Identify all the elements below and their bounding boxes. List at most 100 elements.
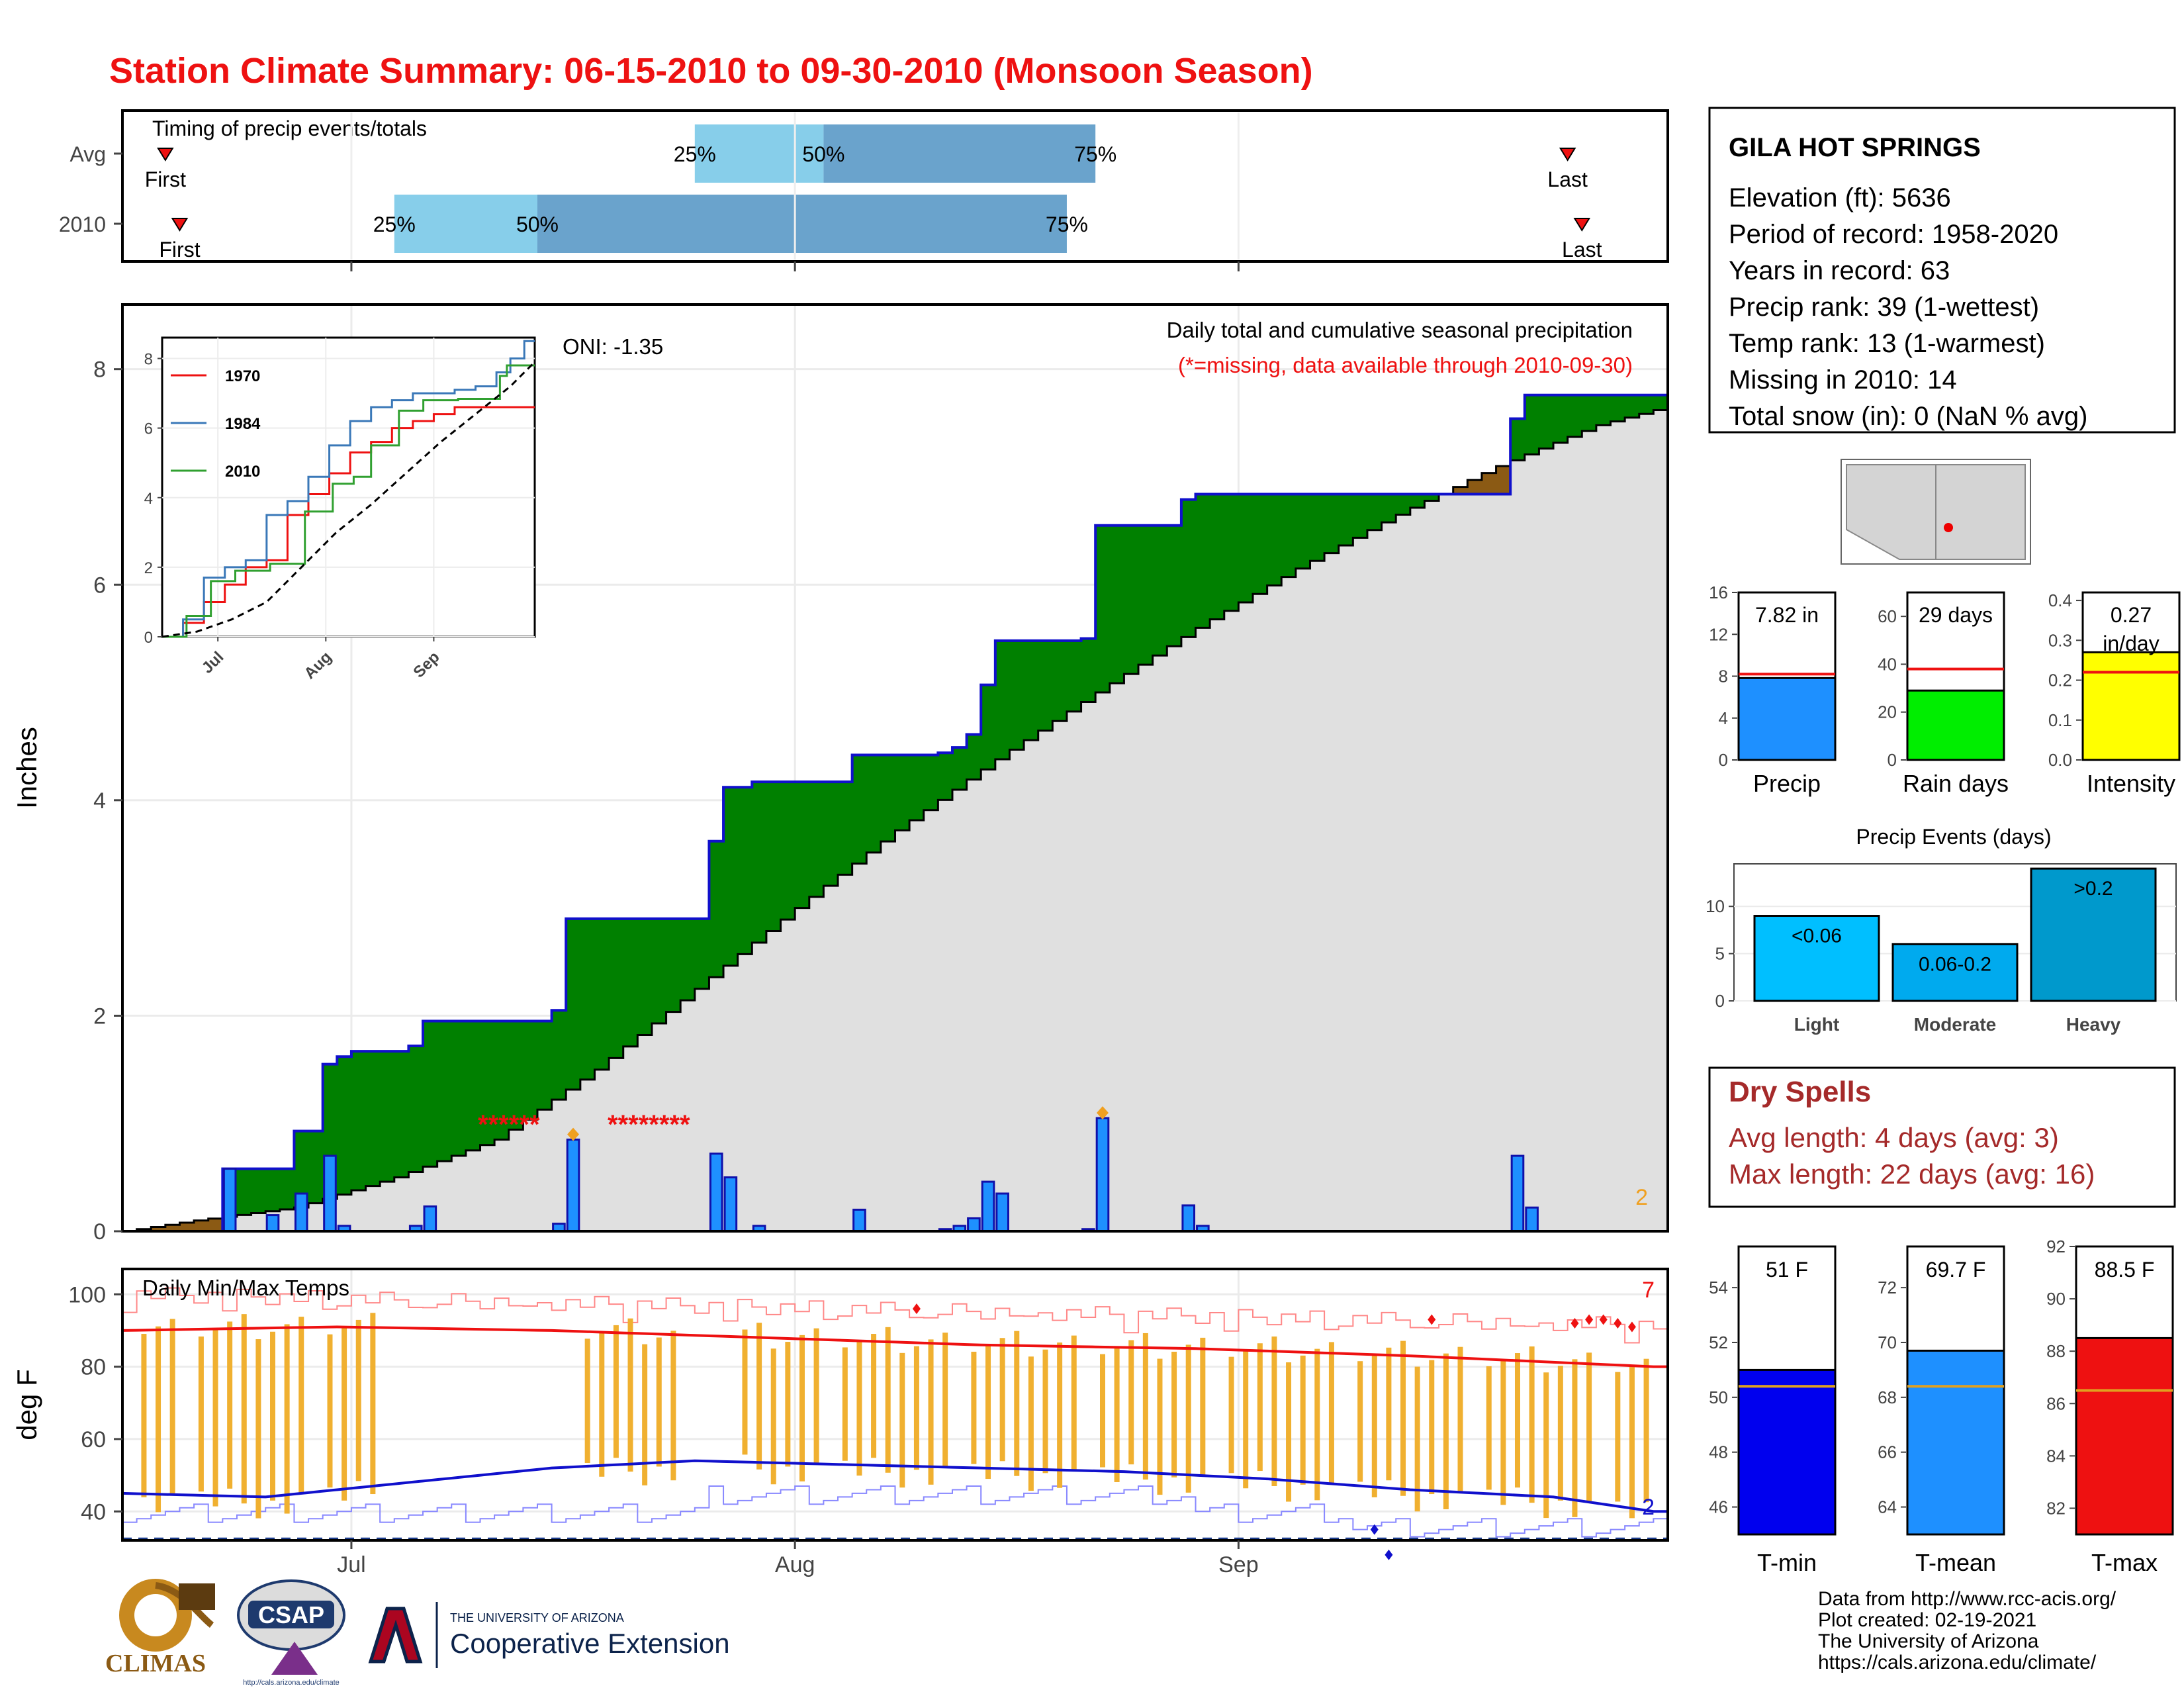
surplus-fill (795, 782, 810, 908)
surplus-fill (537, 1021, 553, 1110)
temp-bar-tick-label: 88 (2046, 1341, 2066, 1361)
daily-temp-bar (1042, 1349, 1048, 1474)
timing-q50-label: 50% (516, 212, 559, 236)
timing-bar-25-50 (394, 195, 537, 253)
daily-temp-bar (1386, 1347, 1392, 1481)
station-info-line: Elevation (ft): 5636 (1729, 183, 1951, 212)
events-bar-label: Moderate (1914, 1014, 1996, 1035)
station-info-box: GILA HOT SPRINGS Elevation (ft): 5636 Per… (1708, 107, 2176, 434)
daily-precip-bar (1181, 1204, 1196, 1233)
surplus-fill (651, 918, 667, 1024)
events-bar-label: Heavy (2066, 1014, 2121, 1035)
daily-temp-bar (785, 1342, 791, 1467)
daily-temp-bar (999, 1338, 1005, 1462)
daily-precip-bar (294, 1192, 308, 1233)
surplus-fill (1024, 640, 1039, 741)
daily-temp-bar (871, 1334, 877, 1458)
daily-precip-bar (967, 1217, 981, 1233)
footer-line: https://cals.arizona.edu/climate/ (1818, 1652, 2097, 1673)
summary-bar-tick-label: 16 (1709, 583, 1728, 602)
temp-ytick-label: 60 (81, 1427, 106, 1452)
inset-ytick-label: 8 (144, 351, 153, 369)
footer-line: The University of Arizona (1818, 1630, 2039, 1652)
daily-temp-bar (1028, 1356, 1034, 1491)
surplus-fill (1095, 525, 1111, 693)
precip-ytick-label: 4 (93, 788, 106, 814)
surplus-fill (838, 782, 853, 875)
timing-q75-label: 75% (1074, 142, 1116, 166)
temp-bar-t-min: 51 F 46 48 50 52 54 T-min (1709, 1245, 1837, 1576)
daily-temp-bar (642, 1344, 648, 1485)
surplus-fill (1124, 525, 1139, 675)
daily-precip-bar (723, 1176, 738, 1233)
page-title: Station Climate Summary: 06-15-2010 to 0… (109, 51, 1313, 91)
daily-temp-bar (1400, 1340, 1406, 1496)
daily-temp-bar (1271, 1336, 1277, 1486)
csap-logo-url: http://cals.arizona.edu/climate (243, 1679, 340, 1687)
daily-precip-bar (981, 1180, 995, 1233)
daily-temp-bar (613, 1325, 619, 1458)
daily-temp-bar (1572, 1359, 1578, 1517)
month-xtick-label: Sep (1218, 1552, 1259, 1577)
inset-legend-label-2010: 2010 (225, 463, 260, 481)
surplus-fill (1653, 395, 1668, 410)
daily-temp-bar (670, 1331, 676, 1481)
station-info-line: Years in record: 63 (1729, 256, 1950, 285)
surplus-fill (1567, 395, 1582, 437)
surplus-fill (995, 640, 1011, 759)
surplus-fill (1152, 525, 1167, 656)
daily-temp-bar (212, 1329, 218, 1507)
surplus-fill (1338, 494, 1353, 545)
surplus-fill (1310, 494, 1325, 561)
record-high-marker (1599, 1314, 1608, 1325)
daily-precip-bar (995, 1192, 1009, 1233)
surplus-fill (1109, 525, 1125, 684)
events-title: Precip Events (days) (1856, 825, 2051, 849)
surplus-fill (823, 782, 839, 886)
surplus-fill (909, 755, 925, 821)
surplus-fill (1367, 494, 1383, 530)
surplus-fill (566, 918, 581, 1090)
temp-bottom-count: 2 (1642, 1495, 1655, 1520)
inset-line-2010 (162, 364, 535, 638)
surplus-fill (1224, 494, 1239, 611)
daily-temp-bar (1099, 1354, 1105, 1468)
station-info-line: Total snow (in): 0 (NaN % avg) (1729, 402, 2087, 431)
temp-bar-tick-label: 52 (1709, 1333, 1728, 1352)
record-marker (1096, 1106, 1109, 1120)
summary-bar-tick-label: 0.1 (2048, 710, 2072, 730)
daily-precip-bar (1095, 1117, 1110, 1233)
timing-last-marker (1573, 218, 1591, 232)
daily-temp-bar (327, 1334, 333, 1488)
surplus-fill (1582, 395, 1597, 432)
record-high-marker (912, 1303, 921, 1315)
daily-temp-bar (584, 1338, 590, 1464)
temp-bar-tick-label: 84 (2046, 1446, 2066, 1466)
timing-bar-50-75 (823, 124, 1096, 183)
daily-temp-bar (842, 1347, 848, 1461)
daily-temp-bar (227, 1321, 233, 1489)
csap-logo-text: CSAP (258, 1601, 324, 1628)
deficit-fill (1453, 487, 1468, 494)
surplus-fill (437, 1021, 452, 1162)
temp-ytick-label: 100 (68, 1282, 106, 1307)
surplus-fill (1625, 395, 1640, 418)
deficit-fill (208, 1218, 223, 1231)
precip-note: (*=missing, data available through 2010-… (1178, 353, 1633, 377)
csap-logo: CSAP http://cals.arizona.edu/climate (237, 1579, 345, 1687)
temp-bar-tick-label: 68 (1878, 1387, 1897, 1407)
record-high-marker (1570, 1318, 1579, 1329)
summary-bar-tick-label: 20 (1878, 702, 1897, 722)
daily-temp-bar (1514, 1353, 1520, 1488)
daily-temp-bar (141, 1334, 147, 1497)
events-bar-text: 0.06-0.2 (1919, 953, 1991, 975)
timing-first-label: First (145, 167, 186, 191)
temp-top-count: 7 (1642, 1278, 1655, 1303)
dry-spells-avg: Avg length: 4 days (avg: 3) (1729, 1122, 2059, 1153)
daily-temp-bar (1014, 1331, 1020, 1476)
temp-bar-fill (1906, 1349, 2005, 1536)
timing-bar-25-50 (694, 124, 824, 183)
surplus-fill (1238, 494, 1253, 602)
timing-q25-label: 25% (373, 212, 416, 236)
record-low-marker (1370, 1524, 1379, 1535)
